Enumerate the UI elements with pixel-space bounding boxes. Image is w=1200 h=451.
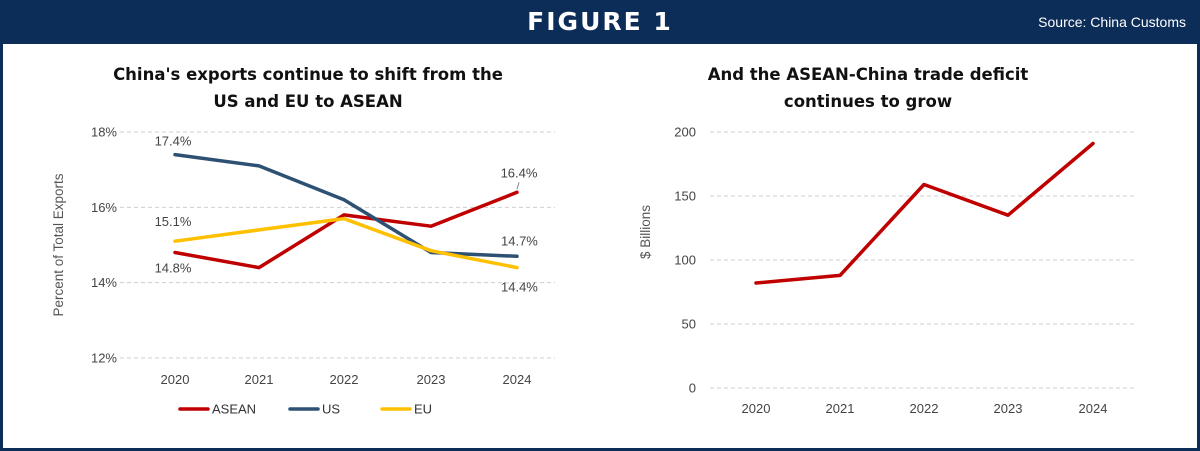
data-label-eu-2020: 15.1% xyxy=(155,214,192,229)
chart2-x-tick-label: 2023 xyxy=(994,401,1023,416)
data-label-leader xyxy=(516,182,520,190)
chart2-y-tick-label: 100 xyxy=(674,253,696,268)
series-line-eu xyxy=(173,216,519,270)
chart2-title-line: And the ASEAN-China trade deficit xyxy=(708,65,1029,84)
chart1-title-line: US and EU to ASEAN xyxy=(213,92,402,111)
chart1-x-tick-label: 2020 xyxy=(161,372,190,387)
chart1-x-tick-label: 2024 xyxy=(503,372,532,387)
data-label-eu-2024: 14.4% xyxy=(501,280,538,295)
chart1-y-tick-label: 14% xyxy=(91,275,117,290)
chart2-x-tick-label: 2020 xyxy=(742,401,771,416)
figure-title: FIGURE 1 xyxy=(527,7,673,36)
chart1-x-tick-label: 2022 xyxy=(330,372,359,387)
series-line-asean xyxy=(173,190,519,270)
chart2-title-line: continues to grow xyxy=(784,92,952,111)
data-label-asean-2020: 14.8% xyxy=(155,261,192,276)
chart1-y-tick-label: 12% xyxy=(91,351,117,366)
chart2-y-tick-label: 150 xyxy=(674,189,696,204)
chart2-y-tick-label: 50 xyxy=(682,317,696,332)
data-label-us-2024: 14.7% xyxy=(501,233,538,248)
chart1-x-tick-label: 2021 xyxy=(245,372,274,387)
chart1-title-line: China's exports continue to shift from t… xyxy=(113,65,503,84)
chart2-x-tick-label: 2024 xyxy=(1079,401,1108,416)
legend-label-asean: ASEAN xyxy=(212,402,256,417)
series-line-us xyxy=(173,152,519,259)
chart2-y-tick-label: 200 xyxy=(674,125,696,140)
chart1-y-axis-label: Percent of Total Exports xyxy=(51,173,66,316)
header-banner xyxy=(0,0,1200,44)
data-label-asean-2024: 16.4% xyxy=(501,165,538,180)
chart1-y-tick-label: 18% xyxy=(91,125,117,140)
chart1-x-tick-label: 2023 xyxy=(417,372,446,387)
chart2-x-tick-label: 2021 xyxy=(826,401,855,416)
chart2-y-axis-label: $ Billions xyxy=(638,205,653,259)
chart2-y-tick-label: 0 xyxy=(689,381,696,396)
legend-label-us: US xyxy=(322,402,340,417)
chart2-x-tick-label: 2022 xyxy=(910,401,939,416)
legend-label-eu: EU xyxy=(414,402,432,417)
source-note: Source: China Customs xyxy=(1038,14,1186,30)
chart1-y-tick-label: 16% xyxy=(91,200,117,215)
series-line-trade-deficit xyxy=(754,141,1095,285)
data-label-us-2020: 17.4% xyxy=(155,134,192,149)
